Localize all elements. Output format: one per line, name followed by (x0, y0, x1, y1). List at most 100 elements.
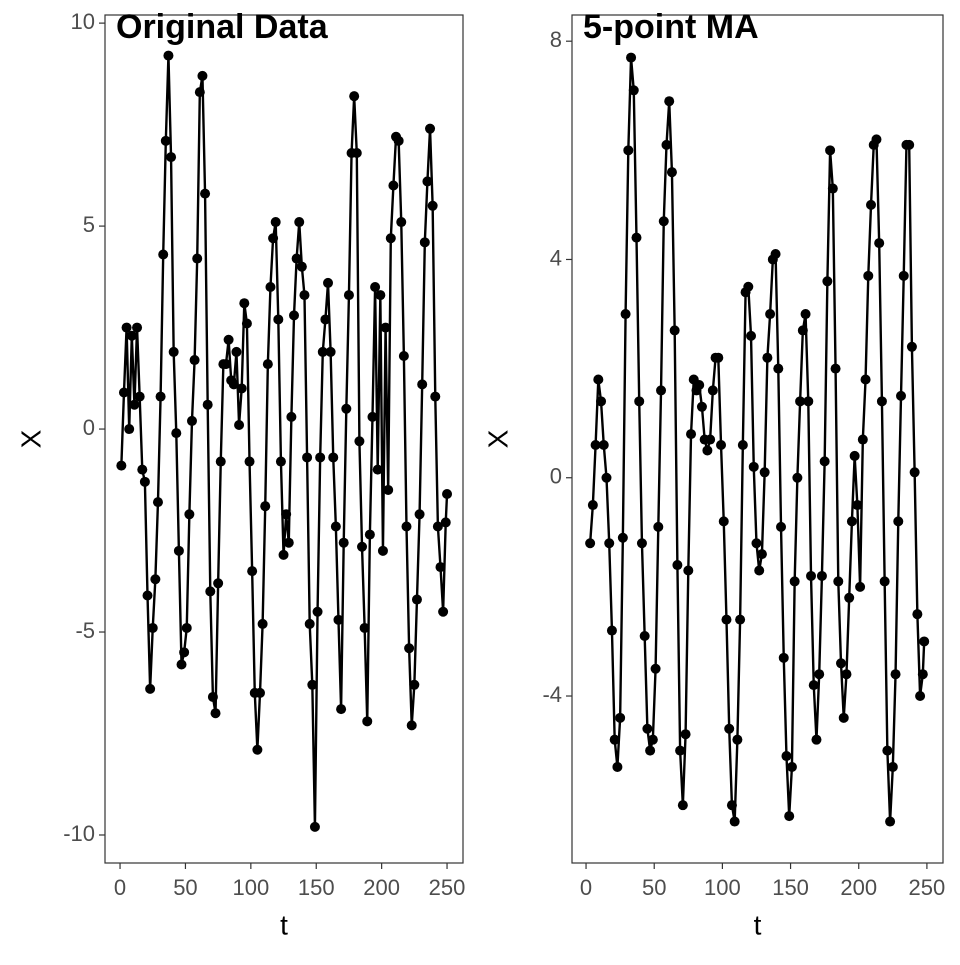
data-point (855, 581, 866, 592)
data-point (876, 396, 887, 407)
data-point (617, 532, 628, 543)
data-point (915, 691, 926, 702)
data-point (650, 663, 661, 674)
data-point (247, 566, 258, 577)
data-point (268, 233, 279, 244)
data-point (265, 281, 276, 292)
data-point (228, 379, 239, 390)
data-point (142, 590, 153, 601)
data-point (372, 464, 383, 475)
data-point (808, 680, 819, 691)
data-point (210, 708, 221, 719)
data-point (784, 811, 795, 822)
data-point (754, 565, 765, 576)
data-point (724, 723, 735, 734)
data-point (200, 188, 211, 199)
data-point (612, 761, 623, 772)
data-point (294, 217, 305, 228)
data-point (244, 456, 255, 467)
data-point (590, 440, 601, 451)
data-point (215, 456, 226, 467)
data-point (885, 816, 896, 827)
data-point (124, 424, 135, 435)
data-point (134, 391, 145, 402)
data-point (696, 401, 707, 412)
data-point (669, 325, 680, 336)
data-point (236, 383, 247, 394)
y-tick-label: -10 (63, 821, 95, 846)
data-point (192, 253, 203, 264)
y-tick-label: 0 (83, 415, 95, 440)
data-point (359, 622, 370, 633)
data-point (666, 167, 677, 178)
x-tick-label: 0 (114, 875, 126, 900)
x-tick-label: 200 (363, 875, 400, 900)
data-point (270, 217, 281, 228)
data-point (202, 399, 213, 410)
data-point (241, 318, 252, 329)
data-point (803, 396, 814, 407)
data-point (863, 270, 874, 281)
data-point (702, 445, 713, 456)
data-point (656, 385, 667, 396)
data-point (762, 352, 773, 363)
data-point (912, 609, 923, 620)
x-tick-label: 250 (909, 875, 946, 900)
data-point (275, 456, 286, 467)
data-point (609, 734, 620, 745)
data-point (683, 565, 694, 576)
data-point (707, 385, 718, 396)
data-point (137, 464, 148, 475)
data-point (309, 821, 320, 832)
data-point (385, 233, 396, 244)
data-point (705, 434, 716, 445)
data-point (155, 391, 166, 402)
data-point (882, 745, 893, 756)
data-point (819, 456, 830, 467)
data-point (438, 606, 449, 617)
data-point (623, 145, 634, 156)
data-point (414, 509, 425, 520)
data-point (737, 440, 748, 451)
data-point (778, 652, 789, 663)
data-point (866, 199, 877, 210)
data-point (890, 669, 901, 680)
data-point (325, 346, 336, 357)
data-point (194, 87, 205, 98)
data-point (357, 541, 368, 552)
chart-title: Original Data (116, 8, 329, 46)
data-point (317, 346, 328, 357)
data-point (786, 761, 797, 772)
data-point (239, 298, 250, 309)
data-point (827, 183, 838, 194)
data-point (919, 636, 930, 647)
data-point (315, 452, 326, 463)
data-point (129, 399, 140, 410)
data-point (375, 290, 386, 301)
data-point (349, 91, 360, 102)
data-point (721, 614, 732, 625)
data-point (896, 390, 907, 401)
plot-panel (104, 14, 464, 864)
data-point (716, 440, 727, 451)
data-point (833, 576, 844, 587)
data-point (181, 622, 192, 633)
data-point (312, 606, 323, 617)
data-point (336, 704, 347, 715)
data-point (713, 352, 724, 363)
data-point (849, 450, 860, 461)
data-point (427, 200, 438, 211)
data-point (658, 216, 669, 227)
y-tick-label: -5 (75, 618, 95, 643)
data-point (116, 460, 127, 471)
data-point (909, 467, 920, 478)
data-point (320, 314, 331, 325)
data-point (694, 379, 705, 390)
data-point (776, 521, 787, 532)
data-point (380, 322, 391, 333)
data-point (121, 322, 132, 333)
data-point (186, 415, 197, 426)
data-point (252, 744, 263, 755)
data-point (411, 594, 422, 605)
